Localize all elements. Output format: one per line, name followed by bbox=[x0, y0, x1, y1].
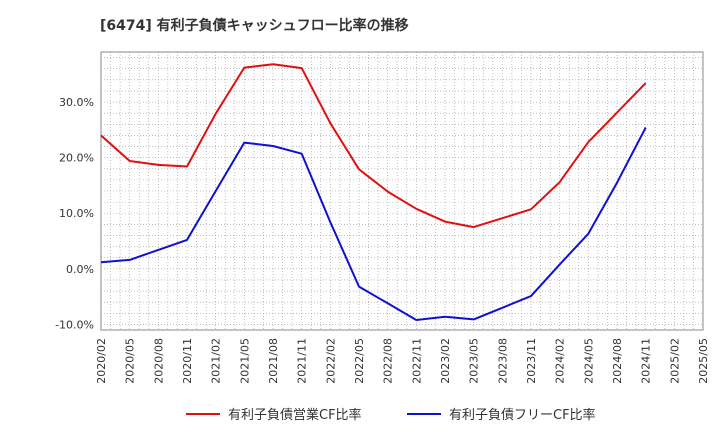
x-tick-label: 2020/08 bbox=[152, 338, 165, 384]
x-tick-label: 2025/05 bbox=[697, 338, 710, 384]
x-tick-label: 2024/02 bbox=[554, 338, 567, 384]
x-tick-label: 2024/11 bbox=[640, 338, 653, 384]
y-tick-label: 10.0% bbox=[59, 207, 94, 220]
x-tick-label: 2021/02 bbox=[210, 338, 223, 384]
series-line-1 bbox=[100, 127, 647, 321]
x-tick-label: 2022/11 bbox=[410, 338, 423, 384]
x-tick-label: 2020/02 bbox=[95, 338, 108, 384]
grid bbox=[101, 52, 703, 330]
series-line-0 bbox=[100, 63, 647, 229]
x-tick-label: 2024/05 bbox=[582, 338, 595, 384]
x-tick-label: 2024/08 bbox=[611, 338, 624, 384]
x-tick-label: 2022/02 bbox=[324, 338, 337, 384]
y-axis: -10.0% 0.0% 10.0% 20.0% 30.0% bbox=[55, 96, 94, 331]
x-tick-label: 2021/05 bbox=[238, 338, 251, 384]
x-tick-label: 2023/11 bbox=[525, 338, 538, 384]
legend: 有利子負債営業CF比率 有利子負債フリーCF比率 bbox=[186, 407, 596, 423]
chart-title: [6474] 有利子負債キャッシュフロー比率の推移 bbox=[100, 17, 409, 34]
x-tick-label: 2025/02 bbox=[668, 338, 681, 384]
legend-label-operating-cf: 有利子負債営業CF比率 bbox=[228, 407, 362, 423]
x-tick-label: 2022/05 bbox=[353, 338, 366, 384]
x-tick-label: 2020/11 bbox=[181, 338, 194, 384]
x-tick-label: 2023/08 bbox=[496, 338, 509, 384]
y-tick-label: 0.0% bbox=[66, 263, 94, 276]
series-lines bbox=[100, 63, 647, 321]
y-tick-label: 20.0% bbox=[59, 152, 94, 165]
x-tick-label: 2021/11 bbox=[296, 338, 309, 384]
x-axis: 2020/02 2020/05 2020/08 2020/11 2021/02 2021/… bbox=[95, 338, 710, 384]
legend-label-free-cf: 有利子負債フリーCF比率 bbox=[449, 407, 596, 423]
x-tick-label: 2023/02 bbox=[439, 338, 452, 384]
x-tick-label: 2021/08 bbox=[267, 338, 280, 384]
y-tick-label: 30.0% bbox=[59, 96, 94, 109]
x-tick-label: 2022/08 bbox=[382, 338, 395, 384]
x-tick-label: 2023/05 bbox=[468, 338, 481, 384]
y-tick-label: -10.0% bbox=[55, 318, 94, 331]
x-tick-label: 2020/05 bbox=[124, 338, 137, 384]
